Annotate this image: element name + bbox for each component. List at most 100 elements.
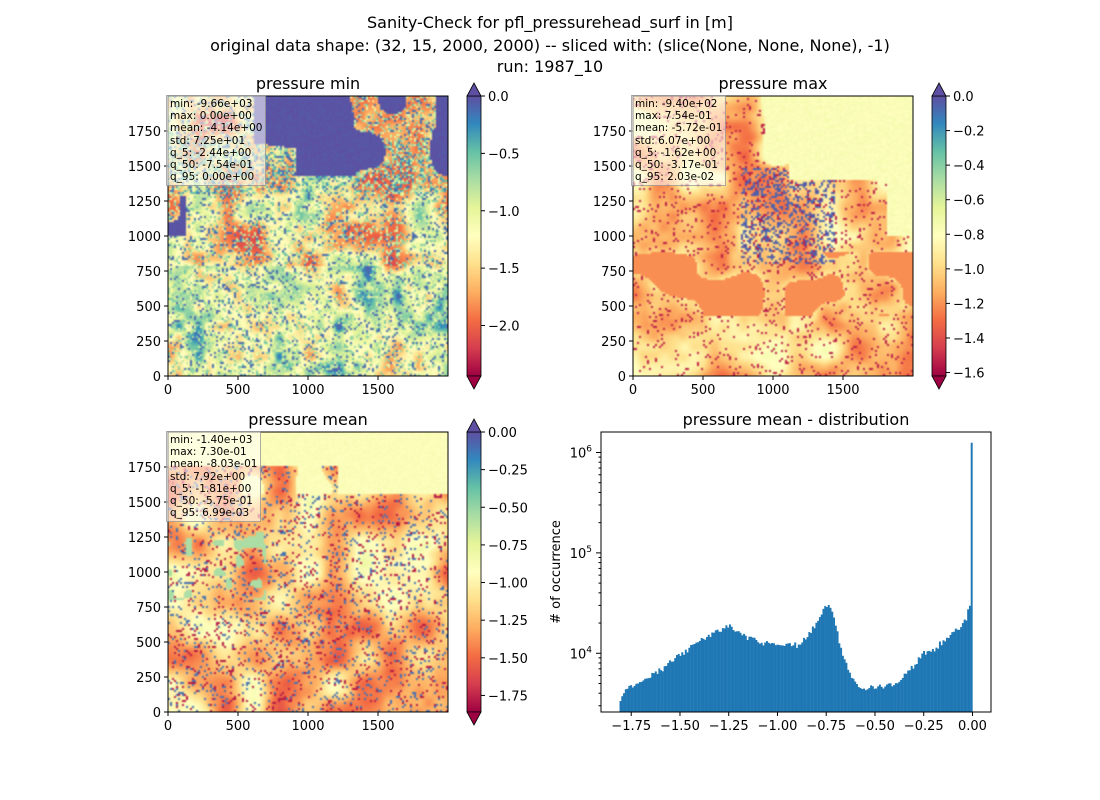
y-tick-label: 1500 <box>128 496 161 511</box>
histogram-bar <box>691 644 694 712</box>
stats-box-pressure-min: min: -9.66e+03 max: 0.00e+00 mean: -4.14e+… <box>166 95 267 187</box>
histogram-bar <box>811 626 814 712</box>
histogram-bar <box>735 631 738 712</box>
histogram-bar <box>801 642 804 712</box>
histogram-bar <box>635 683 638 712</box>
histogram-bar <box>718 631 721 712</box>
stats-line: min: -1.40e+03 <box>170 434 253 446</box>
histogram-bar <box>642 680 645 712</box>
histogram-bar <box>933 651 936 712</box>
map-panel-3: pressure mean 0 500 1000 1500 0 250 500 750 1000 1… <box>128 410 528 734</box>
histogram-bar <box>970 442 973 712</box>
histogram-bar <box>737 631 740 712</box>
histogram-bar <box>651 672 654 712</box>
histogram-bar <box>826 607 828 712</box>
histogram-bar <box>723 628 726 712</box>
histogram-bar <box>841 655 844 712</box>
histogram-bar <box>773 643 776 712</box>
histogram-frame <box>600 431 992 713</box>
stats-line: min: -9.66e+03 <box>170 98 253 110</box>
histogram-bar <box>856 684 858 712</box>
x-tick-label: 1000 <box>756 383 789 398</box>
histogram-bar <box>667 663 670 712</box>
colorbar-gradient <box>466 431 482 713</box>
histogram-bar <box>780 645 783 712</box>
y-tick-label: 750 <box>601 265 626 280</box>
histogram-bar <box>774 645 777 712</box>
colorbar-tick-label: −0.4 <box>953 159 985 174</box>
histogram-bar <box>838 643 841 712</box>
histogram-bar <box>921 653 924 712</box>
histogram-bar <box>827 604 830 712</box>
histogram-bar <box>900 679 903 712</box>
stats-line: min: -9.40e+02 <box>635 98 718 110</box>
colorbar-tick-label: −1.00 <box>488 577 528 592</box>
histogram-bar <box>868 688 871 712</box>
colorbar-tick-label: −0.5 <box>488 147 520 162</box>
stats-line: mean: -4.14e+00 <box>170 122 263 135</box>
stats-line: q_95: 2.03e-02 <box>635 171 715 184</box>
histogram-bar <box>677 653 680 712</box>
histogram-bar <box>834 625 837 712</box>
histogram-bar <box>829 607 832 712</box>
hist-x-tick-label: 0.00 <box>958 719 987 734</box>
histogram-bars <box>619 442 973 712</box>
stats-line: q_5: -1.62e+00 <box>635 146 717 159</box>
hist-x-tick-label: −1.50 <box>660 719 700 734</box>
histogram-bar <box>847 669 850 712</box>
histogram-bar <box>898 681 901 712</box>
histogram-bar <box>734 631 737 712</box>
histogram-bar <box>705 636 708 712</box>
colorbar-extend-min <box>466 375 482 390</box>
histogram-bar <box>679 655 682 712</box>
histogram-bar <box>880 686 883 712</box>
histogram-bar <box>765 641 768 712</box>
y-tick-label: 250 <box>136 671 161 686</box>
histogram-bar <box>840 647 843 712</box>
colorbar-tick-label: −1.0 <box>488 205 520 220</box>
histogram-bar <box>751 637 754 712</box>
figure-title-line-1: Sanity-Check for pfl_pressurehead_surf i… <box>367 13 733 32</box>
colorbar: 0.0 −0.5 −1.0 −1.5 −2.0 <box>466 82 520 390</box>
histogram-bar <box>938 641 941 712</box>
colorbar-tick-label: −1.0 <box>953 263 985 278</box>
y-tick-label: 1250 <box>128 195 161 210</box>
histogram-bar <box>889 683 892 712</box>
x-tick-label: 0 <box>629 383 637 398</box>
histogram-bar <box>790 646 793 712</box>
histogram-bar <box>730 626 733 712</box>
histogram-bar <box>910 665 913 712</box>
histogram-bar <box>690 645 693 712</box>
histogram-bar <box>714 630 717 712</box>
histogram-bar <box>930 651 933 712</box>
histogram-bar <box>661 671 664 712</box>
colorbar-tick-label: −0.6 <box>953 194 985 209</box>
histogram-bar <box>891 686 894 712</box>
hist-x-tick-label: −1.00 <box>758 719 798 734</box>
y-tick-label: 1500 <box>128 160 161 175</box>
histogram-bar <box>799 644 802 712</box>
stats-line: max: 7.30e-01 <box>170 446 247 459</box>
stats-line: mean: -8.03e-01 <box>170 458 258 471</box>
y-tick-label: 1250 <box>128 531 161 546</box>
y-tick-label: 1250 <box>593 195 626 210</box>
histogram-bar <box>769 643 772 712</box>
map-panel-1: pressure min 0 500 1000 1500 0 250 500 750 1000 12… <box>128 74 520 398</box>
y-tick-label: 0 <box>153 370 161 385</box>
colorbar-tick-label: −1.4 <box>953 332 985 347</box>
histogram-bar <box>914 664 917 712</box>
colorbar-tick-label: 0.0 <box>953 90 974 105</box>
histogram-bar <box>743 633 746 712</box>
histogram-bar <box>660 670 663 712</box>
histogram-bar <box>815 622 818 712</box>
histogram-bar <box>852 678 855 712</box>
histogram-bar <box>820 614 823 712</box>
histogram-bar <box>797 644 800 712</box>
histogram-bar <box>624 689 627 712</box>
histogram-bar <box>873 688 876 712</box>
histogram-bar <box>796 647 798 712</box>
stats-line: q_50: -5.75e-01 <box>170 495 253 508</box>
colorbar-tick-label: −0.25 <box>488 464 528 479</box>
histogram-bar <box>878 684 881 712</box>
hist-x-tick-label: −0.25 <box>904 719 944 734</box>
